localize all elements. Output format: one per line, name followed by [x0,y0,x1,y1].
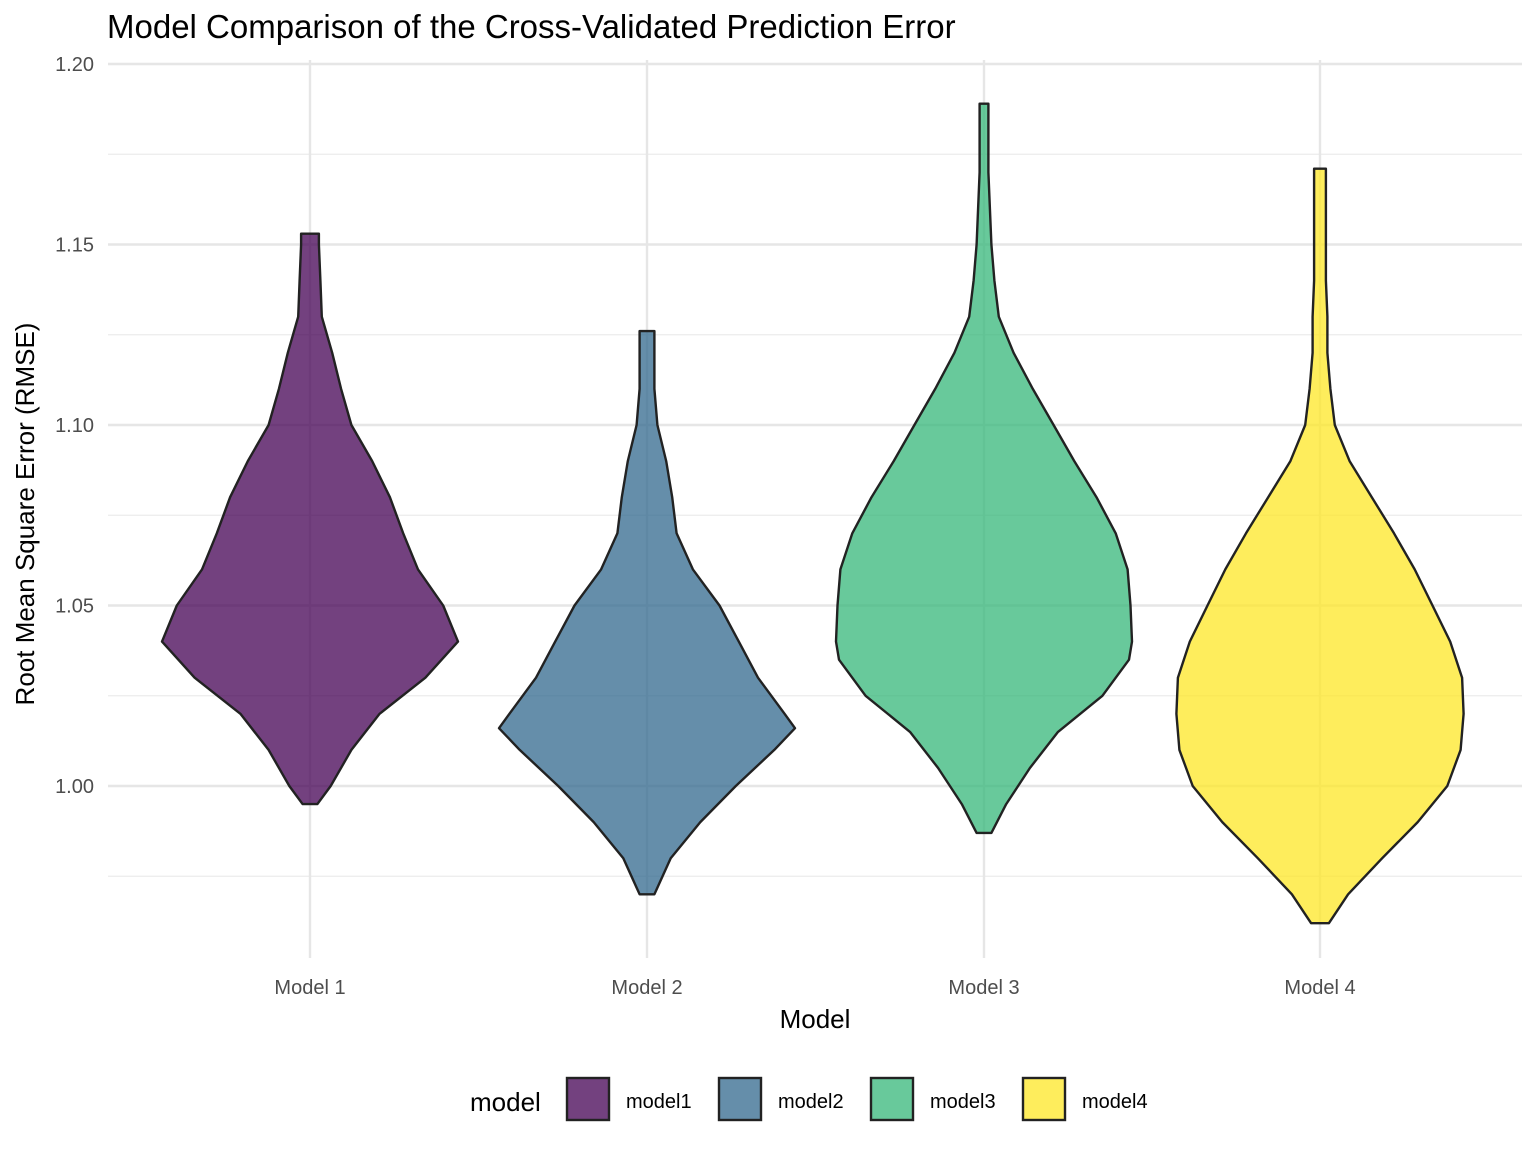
legend-key-model3 [869,1076,915,1122]
violin-model1 [160,232,460,806]
legend-label-model2: model2 [778,1091,844,1113]
legend: model model1 model2 model3 model4 [470,1076,1148,1122]
y-tick-label: 1.15 [55,235,94,257]
y-tick-label: 1.00 [55,776,94,798]
legend-title: model [470,1087,541,1117]
legend-label-model1: model1 [626,1091,692,1113]
legend-key-model4 [1021,1076,1067,1122]
x-tick-label: Model 3 [948,977,1019,999]
x-tick-label: Model 1 [274,977,345,999]
violin-model4 [1175,167,1465,925]
violin-model3 [834,102,1134,835]
x-axis-ticks: Model 1 Model 2 Model 3 Model 4 [274,977,1355,999]
violin-model2 [497,329,797,896]
chart-title: Model Comparison of the Cross-Validated … [107,8,956,45]
y-tick-label: 1.10 [55,415,94,437]
x-tick-label: Model 4 [1284,977,1355,999]
y-tick-label: 1.05 [55,596,94,618]
x-tick-label: Model 2 [611,977,682,999]
legend-key-model1 [565,1076,611,1122]
y-tick-label: 1.20 [55,54,94,76]
legend-label-model3: model3 [930,1091,996,1113]
y-axis-title: Root Mean Square Error (RMSE) [10,323,40,706]
x-axis-title: Model [780,1004,851,1034]
legend-key-model2 [717,1076,763,1122]
violins [160,102,1465,925]
legend-label-model4: model4 [1082,1091,1148,1113]
y-axis-ticks: 1.00 1.05 1.10 1.15 1.20 [55,54,94,798]
